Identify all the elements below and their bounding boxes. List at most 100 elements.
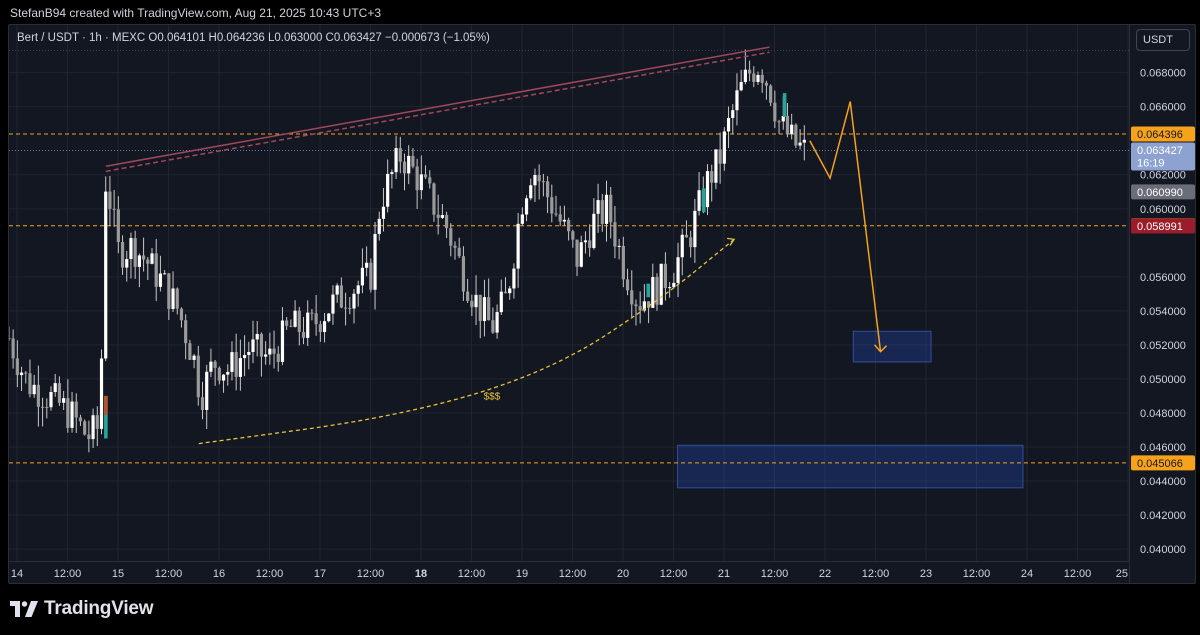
time-tick-label: 12:00 <box>155 568 183 580</box>
candle-body <box>158 273 163 287</box>
candle-body <box>234 352 238 377</box>
price-tick-label: 0.056000 <box>1140 272 1186 284</box>
candle-body <box>529 185 533 199</box>
time-tick-label: 18 <box>415 568 427 580</box>
candle-body <box>718 149 722 164</box>
price-label-text: 0.064396 <box>1137 129 1183 141</box>
candle-body <box>735 90 739 111</box>
projection-arrowhead <box>873 344 888 353</box>
candle-body <box>226 371 230 375</box>
time-tick-label: 21 <box>718 568 730 580</box>
candle-body <box>794 124 798 146</box>
candle-body <box>390 172 394 174</box>
candle-body <box>175 288 179 309</box>
candlestick <box>663 252 668 301</box>
candle-body <box>714 149 718 183</box>
candle-body <box>66 398 70 428</box>
candle-body <box>444 214 449 229</box>
candlestick <box>9 326 11 341</box>
candle-body <box>499 291 503 313</box>
candlestick <box>335 283 339 303</box>
candle-body <box>306 312 310 338</box>
candle-body <box>554 213 558 215</box>
candle-body <box>221 374 226 381</box>
candle-body <box>188 343 192 360</box>
liquidity-label: $$$ <box>484 391 501 402</box>
time-tick-label: 12:00 <box>862 568 890 580</box>
candle-body <box>773 102 777 122</box>
candle-body <box>747 69 752 74</box>
tradingview-logo[interactable]: TradingView <box>10 598 154 620</box>
candlestick <box>352 289 356 324</box>
candlestick <box>503 277 508 294</box>
candlestick <box>432 182 436 222</box>
candlestick <box>529 178 533 201</box>
candlestick <box>171 271 175 312</box>
candle-body <box>407 155 411 174</box>
candle-body <box>512 268 516 289</box>
candle-body <box>87 434 91 440</box>
candle-body <box>541 181 545 183</box>
candle-body <box>192 355 196 360</box>
resistance-trendline <box>105 46 770 167</box>
candle-body <box>508 288 512 294</box>
candlestick <box>659 263 663 306</box>
candlestick <box>520 207 524 226</box>
candlestick <box>680 228 684 276</box>
candlestick <box>638 291 642 324</box>
candlestick <box>120 235 125 275</box>
highlighted-candle <box>646 283 651 298</box>
currency-button[interactable]: USDT <box>1136 29 1190 51</box>
candlestick <box>769 84 773 107</box>
candlestick <box>440 203 444 219</box>
candle-body <box>592 213 596 248</box>
candlestick <box>579 235 583 268</box>
candle-body <box>40 406 45 408</box>
candlestick <box>752 66 756 88</box>
candle-body <box>583 240 588 243</box>
candlestick <box>428 170 432 189</box>
price-tick-label: 0.046000 <box>1140 442 1186 454</box>
candlestick <box>112 189 116 227</box>
candle-body <box>436 214 440 218</box>
candlestick <box>133 230 137 279</box>
candle-body <box>137 255 141 267</box>
candlestick <box>70 391 74 433</box>
candlestick <box>743 49 747 85</box>
candle-body <box>62 398 66 403</box>
candlestick <box>318 320 322 342</box>
candle-body <box>655 277 659 305</box>
price-plot[interactable]: $$$ <box>9 25 1129 561</box>
price-label-tag <box>1131 142 1195 171</box>
candlestick <box>28 359 32 398</box>
candlestick <box>508 285 512 300</box>
candlestick <box>369 258 373 293</box>
candlestick <box>773 90 777 129</box>
time-tick-label: 12:00 <box>458 568 486 580</box>
candlestick <box>415 158 419 209</box>
price-axis[interactable]: USDT 0.068000 0.066000 0.062000 0.060000 0.0… <box>1129 25 1196 583</box>
candle-body <box>264 354 268 357</box>
candlestick <box>200 381 205 420</box>
candlestick <box>150 247 154 265</box>
chart-panel[interactable]: $$$ Bert / USDT · 1h · MEXC O0.064101 H0… <box>8 24 1196 584</box>
candlestick <box>524 195 529 222</box>
candlestick <box>116 196 120 254</box>
candlestick <box>377 211 381 241</box>
candle-body <box>613 222 617 247</box>
candlestick <box>251 320 255 364</box>
candlestick <box>697 171 701 216</box>
candle-body <box>289 325 293 327</box>
candle-body <box>579 242 583 267</box>
candle-body <box>91 415 95 440</box>
candle-body <box>108 191 112 209</box>
candlestick <box>499 279 503 316</box>
candlestick <box>301 316 306 345</box>
price-tick-label: 0.048000 <box>1140 408 1186 420</box>
price-axis-labels: 0.068000 0.066000 0.062000 0.060000 0.056000… <box>1131 68 1195 556</box>
time-axis[interactable]: 14 12:00 15 12:00 16 12:00 17 12:00 18 12:00 19 12:… <box>9 561 1129 584</box>
candlestick <box>617 238 621 260</box>
candlestick <box>314 295 318 336</box>
candlestick <box>339 277 343 309</box>
candlestick <box>226 364 230 386</box>
